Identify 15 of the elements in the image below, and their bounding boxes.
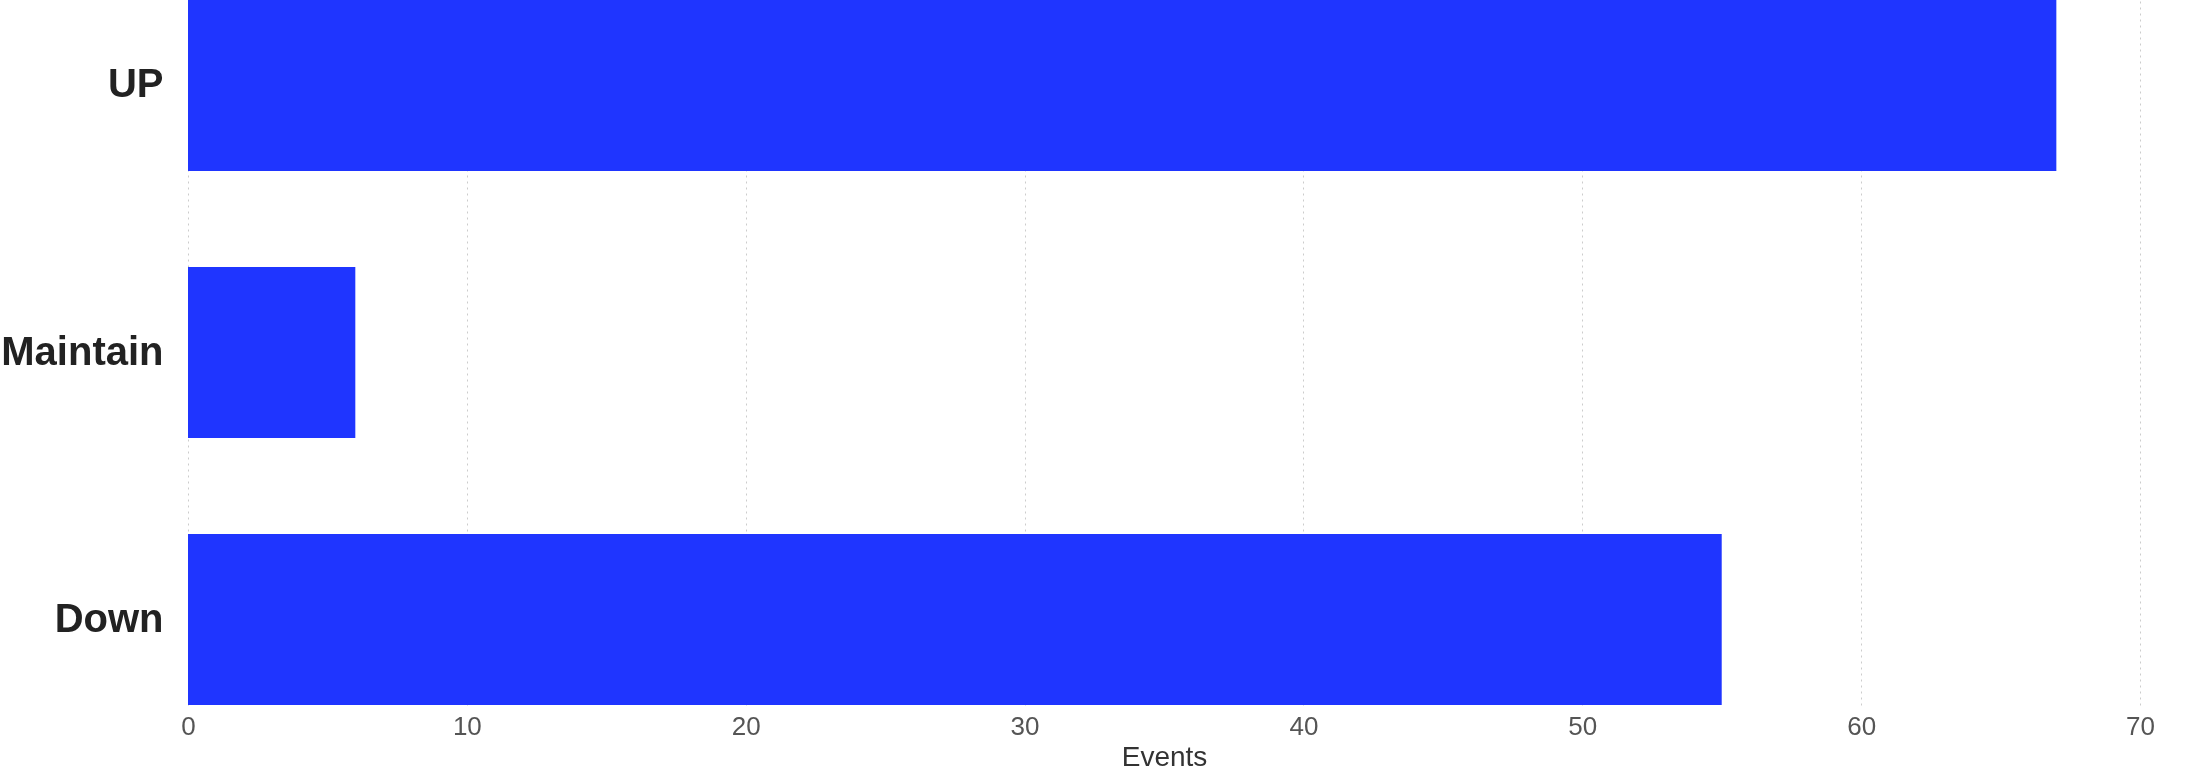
x-tick-label: 60 bbox=[1847, 710, 1877, 741]
x-tick-label: 70 bbox=[2126, 710, 2155, 741]
x-tick-label: 50 bbox=[1568, 710, 1598, 741]
y-tick-label: UP bbox=[107, 61, 164, 106]
y-tick-label: Maintain bbox=[1, 328, 164, 373]
x-tick-label: 10 bbox=[452, 710, 482, 741]
x-tick-label: 30 bbox=[1010, 710, 1040, 741]
x-tick-label: 40 bbox=[1289, 710, 1319, 741]
x-tick-label: 20 bbox=[731, 710, 761, 741]
bar bbox=[188, 534, 1722, 705]
x-axis-title: Events bbox=[1121, 740, 1208, 771]
bar bbox=[188, 267, 356, 438]
x-tick-label: 0 bbox=[181, 710, 196, 741]
bar bbox=[188, 0, 2057, 171]
y-tick-label: Down bbox=[54, 595, 164, 640]
